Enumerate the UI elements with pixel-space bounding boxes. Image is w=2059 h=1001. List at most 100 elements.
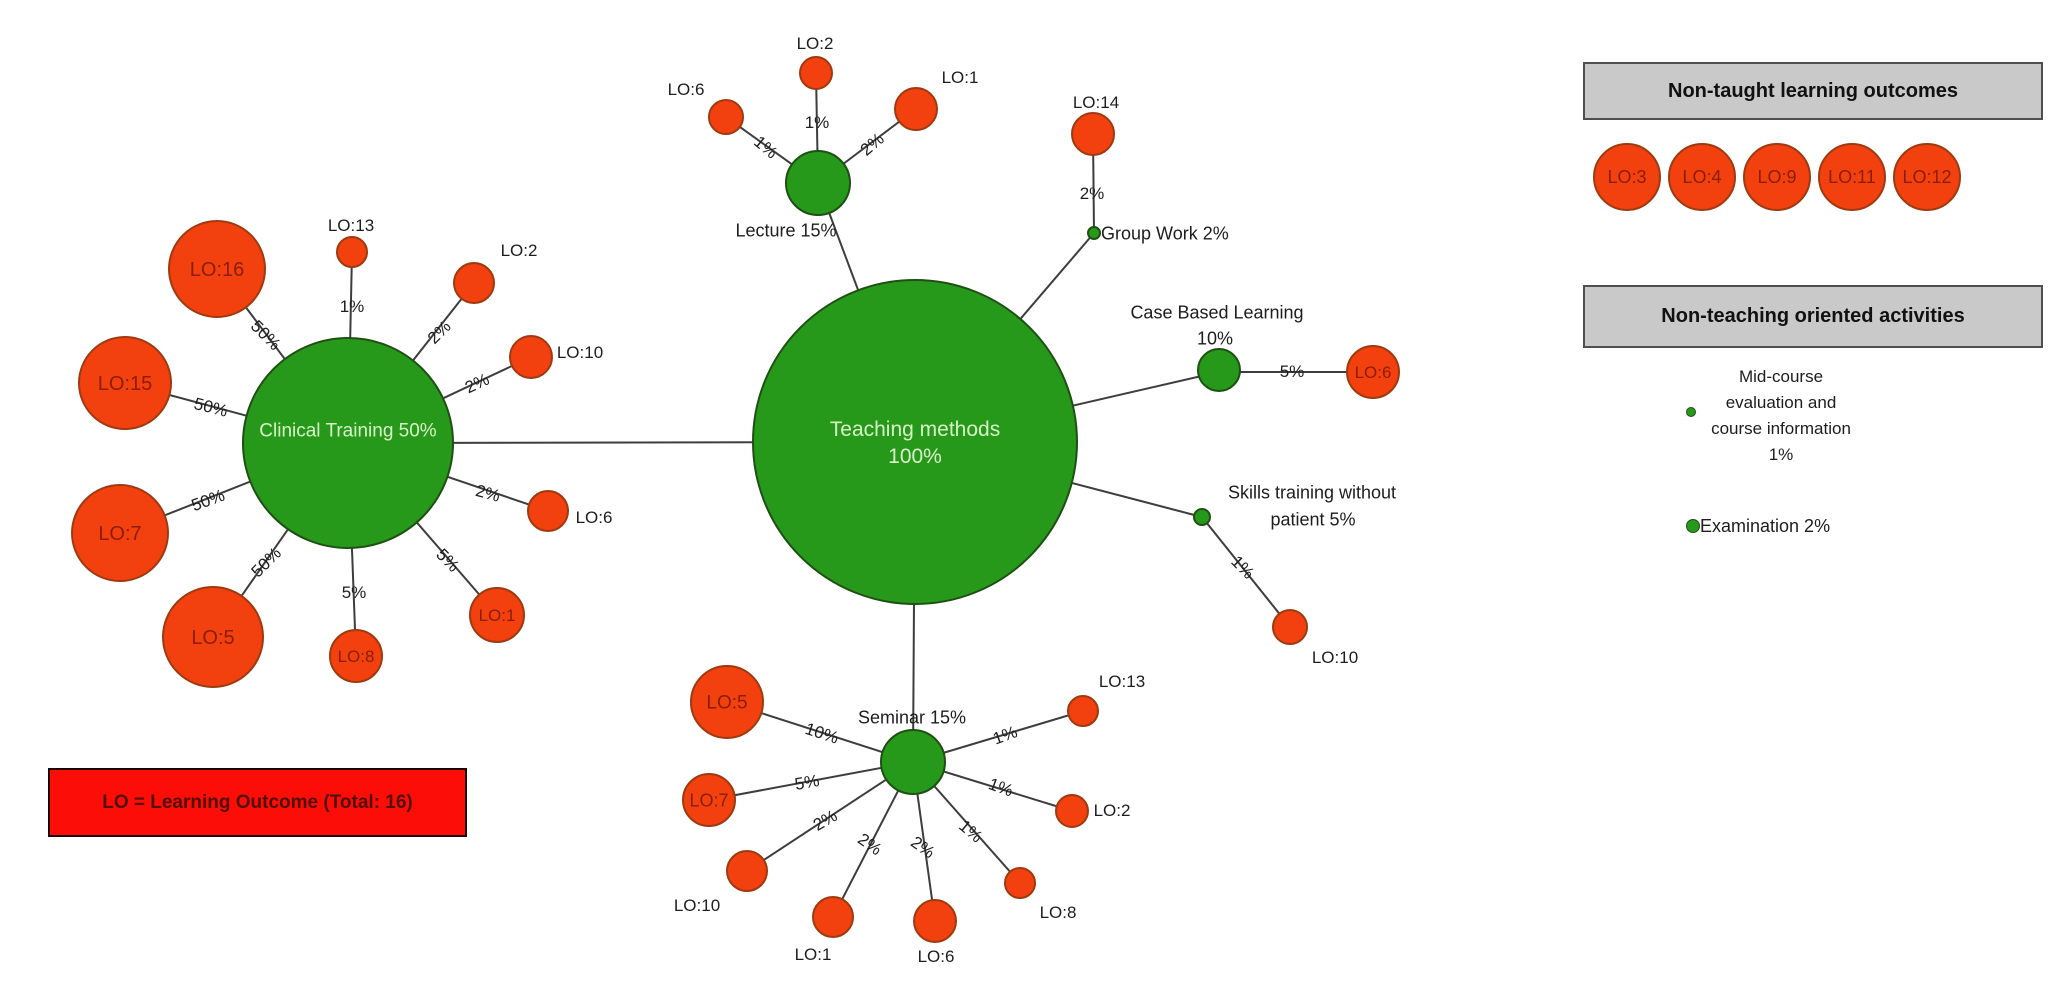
edge-label-groupwork-lo14: 2% [1080,184,1105,203]
edge-label-clinical-lo2: 2% [424,317,455,348]
seminar-lo6-label: LO:6 [918,947,955,966]
node-seminar-lo10 [726,850,768,892]
edge-label-clinical-lo6: 2% [474,481,503,506]
node-teaching-methods [752,279,1078,605]
node-lecture-lo2 [799,56,833,90]
node-label-clinical-lo16: LO:16 [190,259,244,281]
skills-lo10-label: LO:10 [1312,648,1358,667]
node-clinical-lo15 [78,336,172,430]
edge-label-seminar-lo10: 2% [810,806,841,835]
node-label-clinical-lo8: LO:8 [338,647,375,666]
non-taught-lo11-circle: LO:11 [1818,143,1886,211]
node-seminar-lo6 [913,899,957,943]
node-seminar-lo2 [1055,794,1089,828]
seminar-label: Seminar 15% [858,707,966,727]
node-case-based-learning [1197,348,1241,392]
node-label-clinical-lo15: LO:15 [98,373,152,395]
node-clinical-lo16 [168,220,266,318]
edge-label-seminar-lo5: 10% [803,719,841,748]
edge-label-seminar-lo8: 1% [955,816,986,846]
node-label-casebased-lo6: LO:6 [1355,363,1392,382]
seminar-lo13-label: LO:13 [1099,672,1145,691]
edge-label-clinical-lo8: 5% [342,583,367,602]
edge-skills-lo10 [1201,516,1291,628]
non-taught-header: Non-taught learning outcomes [1583,62,2043,120]
seminar-lo1-label: LO:1 [795,945,832,964]
node-casebased-lo6 [1346,345,1400,399]
non-taught-lo4-circle: LO:4 [1668,143,1736,211]
node-label-clinical-lo5: LO:5 [191,627,234,649]
examination-dot [1686,519,1700,533]
node-clinical-lo1 [469,587,525,643]
non-teaching-header: Non-teaching oriented activities [1583,285,2043,348]
node-clinical-lo13 [336,236,368,268]
skills-label-line2: patient 5% [1270,509,1355,529]
edge-label-lecture-lo2: 1% [805,113,830,132]
seminar-lo10-label: LO:10 [674,896,720,915]
node-seminar [880,729,946,795]
node-seminar-lo13 [1067,695,1099,727]
edge-label-clinical-lo7: 50% [189,486,227,515]
mid-course-dot [1686,407,1696,417]
node-lecture-lo6 [708,99,744,135]
clinical-lo10-label: LO:10 [557,343,603,362]
lo-note-box: LO = Learning Outcome (Total: 16) [48,768,467,837]
non-taught-lo12-circle: LO:12 [1893,143,1961,211]
clinical-lo6-label: LO:6 [576,508,613,527]
node-seminar-lo8 [1004,867,1036,899]
node-clinical-training [242,337,454,549]
node-label-seminar-lo7: LO:7 [689,790,728,810]
edge-label-clinical-lo13: 1% [340,297,365,316]
node-group-work [1087,226,1101,240]
node-seminar-lo1 [812,896,854,938]
edge-label-skills-lo10: 1% [1227,552,1258,583]
clinical-lo13-label: LO:13 [328,216,374,235]
lecture-label: Lecture 15% [735,220,836,240]
edge-label-clinical-lo16: 50% [247,317,284,354]
node-clinical-lo10 [509,335,553,379]
node-label-clinical-lo7: LO:7 [98,523,141,545]
examination-label: Examination 2% [1700,516,1831,536]
node-seminar-lo5 [690,665,764,739]
edge-label-casebased-lo6: 5% [1280,362,1305,381]
edge-label-clinical-lo5: 50% [248,544,285,581]
node-groupwork-lo14 [1071,112,1115,156]
node-label-teaching-methods: Teaching methods [830,418,1000,441]
node-label-teaching-methods: 100% [888,445,942,468]
node-clinical-lo7 [71,484,169,582]
node-clinical-lo8 [329,629,383,683]
node-skills-lo10 [1272,609,1308,645]
node-lecture [785,150,851,216]
non-taught-lo3-circle: LO:3 [1593,143,1661,211]
groupwork-lo14-label: LO:14 [1073,93,1119,112]
skills-label-line1: Skills training without [1228,482,1396,502]
seminar-lo8-label: LO:8 [1040,903,1077,922]
node-lecture-lo1 [894,87,938,131]
node-seminar-lo7 [682,773,736,827]
non-taught-circles: LO:3 LO:4 LO:9 LO:11 LO:12 [1593,143,1961,211]
non-taught-lo9-circle: LO:9 [1743,143,1811,211]
edge-label-seminar-lo7: 5% [793,771,821,794]
case-based-label-line2: 10% [1197,328,1233,348]
lecture-lo2-label: LO:2 [797,34,834,53]
edge-seminar-lo10 [746,761,914,872]
node-clinical-lo6 [527,490,569,532]
node-clinical-lo2 [453,262,495,304]
edge-label-seminar-lo6: 2% [907,833,938,863]
edge-seminar-lo7 [708,761,914,801]
edge-label-seminar-lo1: 2% [854,830,885,860]
node-label-clinical-training: Clinical Training 50% [259,421,437,442]
node-clinical-lo5 [162,586,264,688]
node-label-clinical-lo1: LO:1 [479,606,516,625]
mid-course-label: Mid-course evaluation and course informa… [1711,367,1851,464]
edge-label-seminar-lo2: 1% [986,774,1016,800]
edge-label-clinical-lo15: 50% [192,394,230,421]
node-skills-training [1193,508,1211,526]
edge-label-seminar-lo13: 1% [990,722,1020,748]
group-work-label: Group Work 2% [1101,223,1229,243]
node-label-seminar-lo5: LO:5 [706,693,747,714]
lecture-lo6-label: LO:6 [668,80,705,99]
lecture-lo1-label: LO:1 [942,68,979,87]
